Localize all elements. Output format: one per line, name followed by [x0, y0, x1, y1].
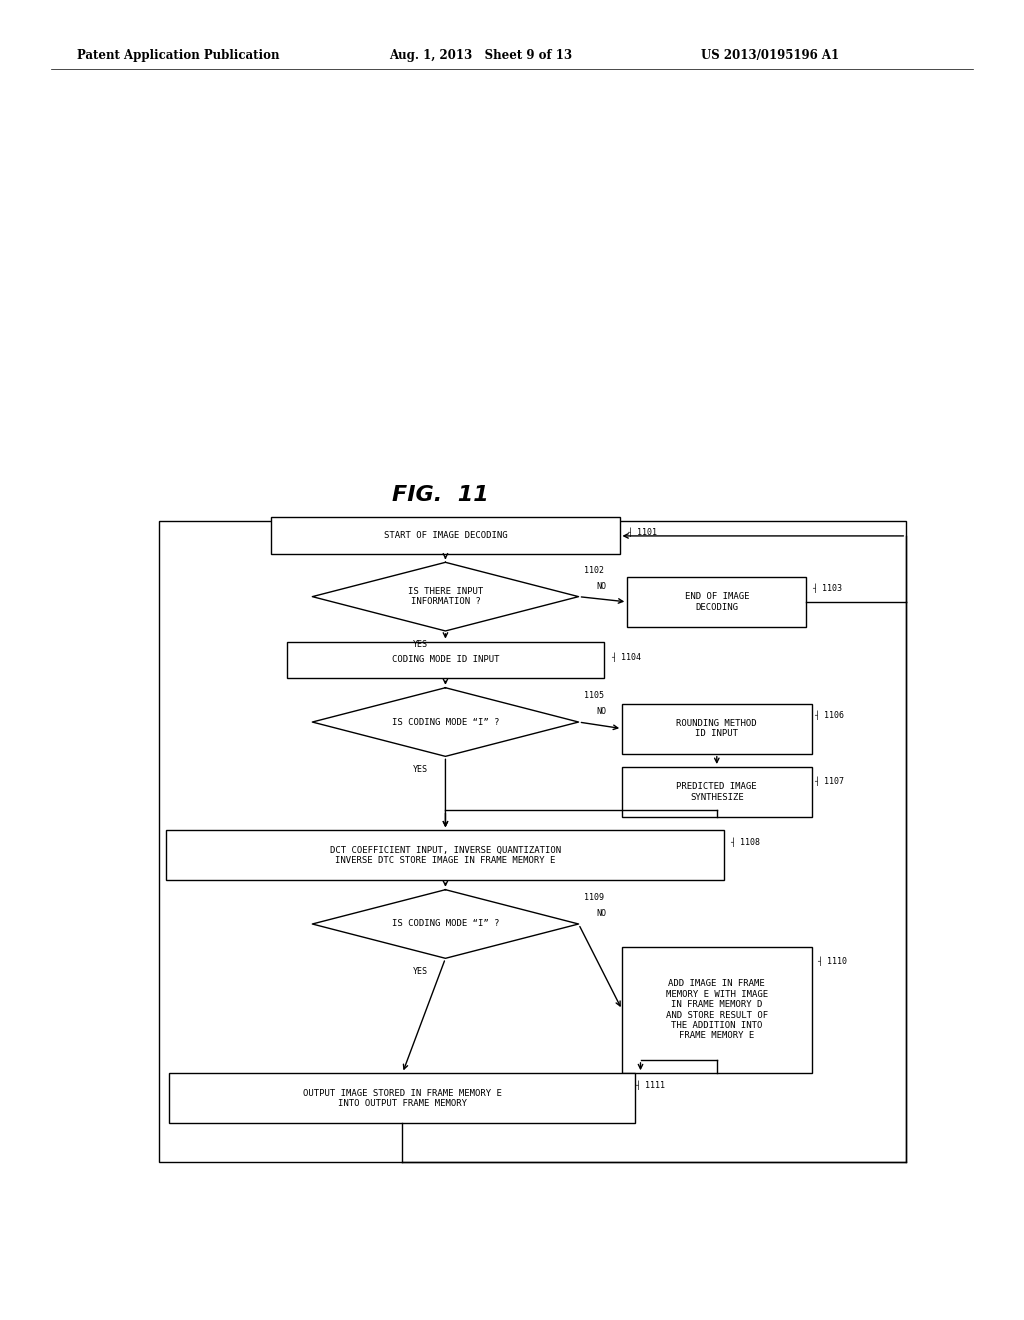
Text: NO: NO — [596, 909, 606, 917]
Bar — [159, 521, 906, 1162]
Text: IS CODING MODE “I” ?: IS CODING MODE “I” ? — [392, 718, 499, 726]
Text: IS THERE INPUT
INFORMATION ?: IS THERE INPUT INFORMATION ? — [408, 587, 483, 606]
Text: NO: NO — [596, 708, 606, 715]
Text: ┤ 1108: ┤ 1108 — [730, 837, 760, 847]
FancyBboxPatch shape — [287, 642, 604, 678]
FancyBboxPatch shape — [627, 577, 806, 627]
Polygon shape — [312, 562, 579, 631]
Text: FIG.  11: FIG. 11 — [392, 484, 488, 506]
Text: DCT COEFFICIENT INPUT, INVERSE QUANTIZATION
INVERSE DTC STORE IMAGE IN FRAME MEM: DCT COEFFICIENT INPUT, INVERSE QUANTIZAT… — [330, 846, 561, 865]
Text: US 2013/0195196 A1: US 2013/0195196 A1 — [701, 49, 840, 62]
Text: ROUNDING METHOD
ID INPUT: ROUNDING METHOD ID INPUT — [677, 719, 757, 738]
Text: NO: NO — [596, 582, 606, 590]
FancyBboxPatch shape — [622, 767, 811, 817]
Polygon shape — [312, 890, 579, 958]
Text: ADD IMAGE IN FRAME
MEMORY E WITH IMAGE
IN FRAME MEMORY D
AND STORE RESULT OF
THE: ADD IMAGE IN FRAME MEMORY E WITH IMAGE I… — [666, 979, 768, 1040]
Text: YES: YES — [413, 766, 427, 774]
Text: ┤ 1104: ┤ 1104 — [611, 652, 641, 663]
FancyBboxPatch shape — [622, 948, 811, 1072]
Text: END OF IMAGE
DECODING: END OF IMAGE DECODING — [685, 593, 749, 611]
Text: OUTPUT IMAGE STORED IN FRAME MEMORY E
INTO OUTPUT FRAME MEMORY: OUTPUT IMAGE STORED IN FRAME MEMORY E IN… — [303, 1089, 502, 1107]
Text: Patent Application Publication: Patent Application Publication — [77, 49, 280, 62]
Text: 1105: 1105 — [584, 692, 604, 700]
Text: 1102: 1102 — [584, 566, 604, 574]
Text: 1109: 1109 — [584, 894, 604, 902]
Text: ┤ 1111: ┤ 1111 — [635, 1080, 665, 1090]
Text: IS CODING MODE “I” ?: IS CODING MODE “I” ? — [392, 920, 499, 928]
Text: YES: YES — [413, 968, 427, 975]
Text: ┤ 1110: ┤ 1110 — [817, 956, 847, 966]
FancyBboxPatch shape — [622, 704, 811, 754]
Polygon shape — [312, 688, 579, 756]
FancyBboxPatch shape — [170, 1073, 635, 1123]
Text: ┤ 1107: ┤ 1107 — [814, 776, 844, 787]
FancyBboxPatch shape — [166, 830, 725, 880]
Text: YES: YES — [413, 640, 427, 648]
FancyBboxPatch shape — [271, 517, 620, 554]
Text: Aug. 1, 2013   Sheet 9 of 13: Aug. 1, 2013 Sheet 9 of 13 — [389, 49, 572, 62]
Text: ┤ 1103: ┤ 1103 — [812, 583, 842, 594]
Text: CODING MODE ID INPUT: CODING MODE ID INPUT — [392, 656, 499, 664]
Text: ┤ 1106: ┤ 1106 — [814, 710, 844, 721]
Text: START OF IMAGE DECODING: START OF IMAGE DECODING — [384, 532, 507, 540]
Text: PREDICTED IMAGE
SYNTHESIZE: PREDICTED IMAGE SYNTHESIZE — [677, 783, 757, 801]
Text: ┤ 1101: ┤ 1101 — [627, 527, 656, 537]
